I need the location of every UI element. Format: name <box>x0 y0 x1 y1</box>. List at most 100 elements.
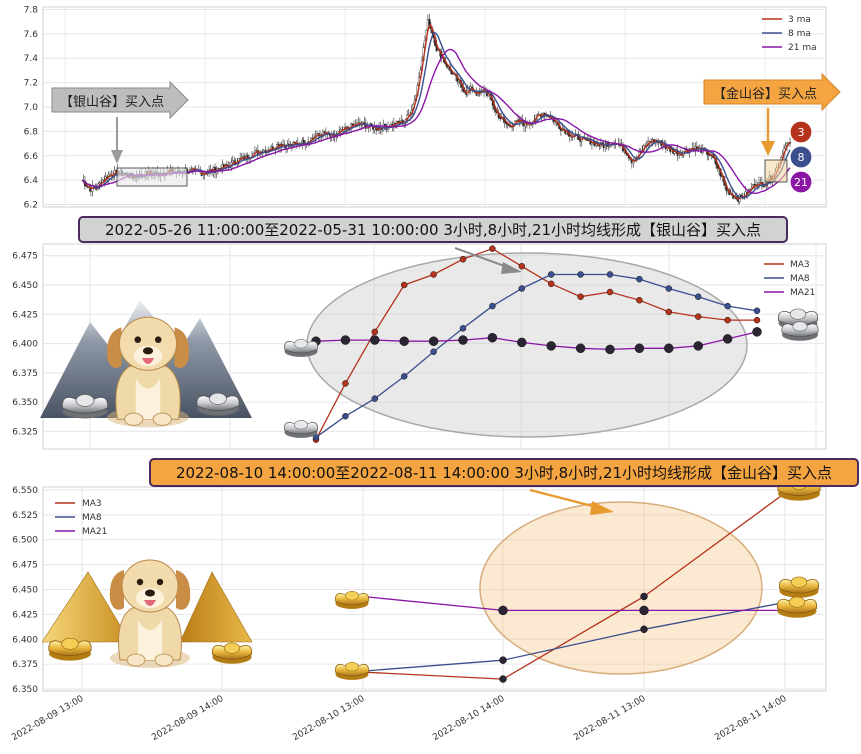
gold-valley-box <box>764 159 788 183</box>
data-point-MA21 <box>546 341 556 351</box>
series-line-MA8 <box>315 273 758 438</box>
legend-label: 3 ma <box>788 15 811 25</box>
y-tick-label: 6.475 <box>12 561 38 571</box>
data-point-MA3 <box>518 263 526 270</box>
legend-label: 8 ma <box>788 29 811 39</box>
legend-label: MA3 <box>82 499 102 509</box>
legend: MA3 MA8 MA21 <box>55 499 107 537</box>
ma-line-21-ma <box>81 48 791 194</box>
y-tick-label: 7.8 <box>24 5 39 15</box>
ma-badge <box>789 145 813 169</box>
silver-ingot-icon <box>284 338 318 358</box>
data-point-MA3 <box>342 380 349 387</box>
y-tick-label: 6.2 <box>24 201 38 211</box>
data-point-MA8 <box>459 325 467 332</box>
silver-valley-callout <box>51 80 189 120</box>
data-point-MA3 <box>547 280 555 288</box>
data-point-MA8 <box>342 412 349 420</box>
series-line-MA3 <box>362 492 786 680</box>
data-point-MA3 <box>430 271 437 278</box>
data-point-MA21 <box>399 336 409 346</box>
x-tick-label: 2022-08-09 13:00 <box>10 694 85 743</box>
data-point-MA8 <box>636 275 643 283</box>
ma-line-8-ma <box>81 32 791 199</box>
data-point-MA21 <box>428 336 439 346</box>
gold-valley-callout <box>703 72 841 112</box>
data-point-MA8 <box>753 307 761 315</box>
gold-ingot-icon <box>778 576 820 599</box>
data-point-MA8 <box>640 625 648 634</box>
title-banner <box>149 458 859 487</box>
data-point-MA8 <box>430 348 437 356</box>
y-tick-label: 6.400 <box>12 635 38 645</box>
gold-valley-detail-panel: 6.550 6.525 6.500 6.475 6.450 6.425 6.400 6.375… <box>10 458 859 743</box>
y-tick-label: 6.425 <box>12 610 38 620</box>
highlight-ellipse <box>306 252 748 438</box>
data-point-MA3 <box>724 316 731 324</box>
data-point-MA21 <box>517 337 527 348</box>
gold-valley-pointer-head <box>761 141 775 156</box>
data-point-MA8 <box>371 395 379 402</box>
legend: MA3 MA8 MA21 <box>764 260 815 298</box>
title-pointer-head <box>590 501 614 515</box>
y-tick-label: 6.450 <box>12 281 38 291</box>
data-point-MA21 <box>693 341 703 351</box>
data-point-MA8 <box>694 293 702 300</box>
gold-valley-callout-label: 【金山谷】买入点 <box>713 86 817 102</box>
data-point-MA8 <box>724 302 731 310</box>
data-point-MA3 <box>636 296 643 304</box>
overview-panel: 7.8 7.6 7.4 7.2 7.0 6.8 6.6 6.4 6.2 3 ma 8 ma 21 ma… <box>24 5 841 211</box>
panel-title: 2022-05-26 11:00:00至2022-05-31 10:00:00 … <box>105 221 761 239</box>
data-point-MA8 <box>547 271 555 278</box>
silver-valley-pointer-head <box>111 150 123 164</box>
data-point-MA21 <box>458 335 468 345</box>
x-tick-label: 2022-08-10 13:00 <box>291 694 366 743</box>
data-point-MA21 <box>752 327 762 337</box>
candle-body <box>376 129 379 131</box>
y-tick-label: 6.475 <box>12 252 38 262</box>
y-tick-label: 6.375 <box>12 369 38 379</box>
data-point-MA3 <box>489 245 496 252</box>
data-point-MA21 <box>340 335 351 345</box>
x-tick-label: 2022-08-09 14:00 <box>150 694 225 743</box>
silver-valley-callout-label: 【银山谷】买入点 <box>60 95 164 110</box>
data-point-MA3 <box>499 675 507 683</box>
series-line-MA8 <box>362 601 786 672</box>
series-line-MA3 <box>315 247 757 440</box>
y-tick-label: 6.6 <box>24 152 39 162</box>
data-point-MA8 <box>400 373 408 380</box>
legend-label: 21 ma <box>788 43 817 53</box>
y-tick-label: 6.350 <box>12 398 38 408</box>
legend-label: MA21 <box>82 527 107 537</box>
silver-valley-detail-panel: 6.4756.4506.4256.4006.3756.3506.325MA3MA… <box>12 216 827 450</box>
y-tick-label: 6.550 <box>12 486 38 496</box>
legend-label: MA3 <box>790 260 810 270</box>
data-point-MA21 <box>487 332 498 343</box>
highlight-ellipse <box>479 501 763 675</box>
legend-label: MA21 <box>790 288 815 298</box>
data-point-MA3 <box>640 592 648 601</box>
y-tick-label: 7.0 <box>24 103 39 113</box>
data-point-MA21 <box>575 343 586 354</box>
silver-ingot-icon <box>196 392 240 417</box>
title-banner <box>78 216 788 243</box>
gold-ingot-icon <box>211 642 253 665</box>
data-point-MA3 <box>459 255 467 263</box>
data-point-MA21 <box>498 605 508 616</box>
data-point-MA3 <box>606 288 614 296</box>
data-point-MA21 <box>722 334 733 344</box>
candle-body <box>590 142 594 145</box>
x-tick-label: 2022-08-11 14:00 <box>713 694 788 743</box>
data-point-MA8 <box>489 302 496 310</box>
y-tick-label: 6.450 <box>12 585 38 595</box>
series-line-MA21 <box>362 595 785 612</box>
data-point-MA21 <box>639 605 649 616</box>
series-line-MA21 <box>315 331 758 351</box>
data-point-MA21 <box>664 343 674 354</box>
data-point-MA21 <box>370 335 380 345</box>
title-pointer <box>529 488 601 510</box>
legend: 3 ma 8 ma 21 ma <box>762 15 817 53</box>
data-point-MA8 <box>499 656 507 664</box>
silver-ingot-icon <box>781 321 819 342</box>
